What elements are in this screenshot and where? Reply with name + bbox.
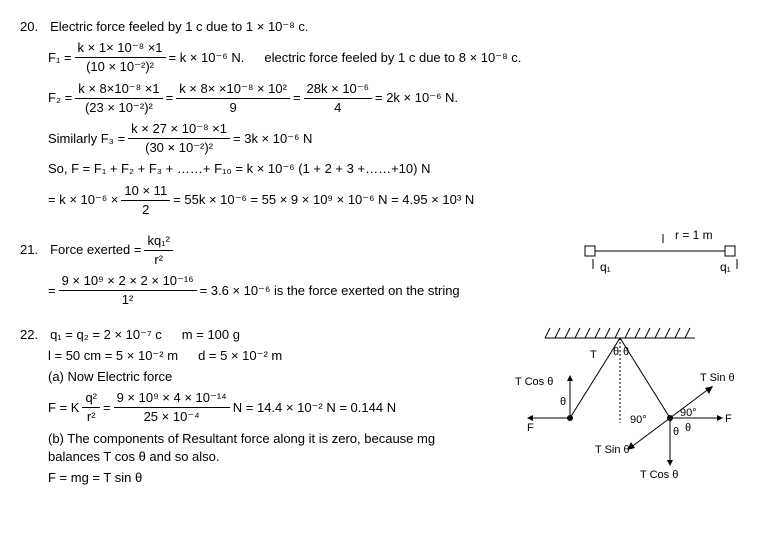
f1-fraction: k × 1× 10⁻⁸ ×1 (10 × 10⁻²)² bbox=[75, 39, 166, 76]
svg-text:T Cos θ: T Cos θ bbox=[640, 469, 678, 481]
part-b-eq: F = mg = T sin θ bbox=[48, 469, 142, 487]
f3-rhs: = 3k × 10⁻⁶ N bbox=[233, 130, 312, 148]
svg-text:T Sin θ: T Sin θ bbox=[595, 444, 630, 456]
f2-frac3: 28k × 10⁻⁶ 4 bbox=[304, 80, 372, 117]
problem-21: 21. Force exerted = kq₁² r² = 9 × 10⁹ × … bbox=[20, 229, 745, 313]
diagram-22: T θ θ T Cos θ F θ T Sin θ F T Sin θ T Co… bbox=[485, 323, 745, 488]
svg-text:T Sin θ: T Sin θ bbox=[700, 372, 735, 384]
q-values: q₁ = q₂ = 2 × 10⁻⁷ c bbox=[50, 326, 162, 344]
svg-text:T Cos θ: T Cos θ bbox=[515, 376, 553, 388]
problem-20: 20. Electric force feeled by 1 c due to … bbox=[20, 18, 745, 219]
force-frac1: kq₁² r² bbox=[144, 232, 172, 269]
problem-title: Electric force feeled by 1 c due to 1 × … bbox=[50, 18, 308, 36]
svg-text:θ: θ bbox=[623, 346, 629, 358]
problem-22: 22. q₁ = q₂ = 2 × 10⁻⁷ c m = 100 g l = 5… bbox=[20, 323, 745, 491]
f-frac1: q² r² bbox=[82, 389, 100, 426]
f1-lhs: F₁ = bbox=[48, 49, 72, 67]
force-lhs: Force exerted = bbox=[50, 241, 141, 259]
sum2-fraction: 10 × 11 2 bbox=[121, 182, 170, 219]
sum-line1: So, F = F₁ + F₂ + F₃ + ……+ F₁₀ = k × 10⁻… bbox=[48, 160, 430, 178]
q1b-label: q₁ bbox=[720, 260, 731, 274]
f-frac2: 9 × 10⁹ × 4 × 10⁻¹⁴ 25 × 10⁻⁴ bbox=[114, 389, 230, 426]
f1-note: electric force feeled by 1 c due to 8 × … bbox=[264, 49, 521, 67]
f-rhs: N = 14.4 × 10⁻² N = 0.144 N bbox=[233, 399, 396, 417]
f2-frac1: k × 8×10⁻⁸ ×1 (23 × 10⁻²)² bbox=[75, 80, 162, 117]
svg-text:F: F bbox=[725, 413, 732, 425]
problem-number: 20. bbox=[20, 18, 38, 36]
svg-text:θ: θ bbox=[673, 426, 679, 438]
f3-fraction: k × 27 × 10⁻⁸ ×1 (30 × 10⁻²)² bbox=[128, 120, 230, 157]
f2-frac2: k × 8× ×10⁻⁸ × 10² 9 bbox=[176, 80, 290, 117]
svg-text:F: F bbox=[527, 422, 534, 434]
svg-text:θ: θ bbox=[560, 396, 566, 408]
force-rhs: = 3.6 × 10⁻⁶ is the force exerted on the… bbox=[200, 282, 460, 300]
f-lhs: F = K bbox=[48, 399, 79, 417]
svg-text:90°: 90° bbox=[630, 414, 647, 426]
diagram-21: r = 1 m q₁ q₁ bbox=[575, 229, 745, 289]
part-a-title: (a) Now Electric force bbox=[48, 368, 172, 386]
f2-rhs: = 2k × 10⁻⁶ N. bbox=[375, 89, 458, 107]
part-b-text: (b) The components of Resultant force al… bbox=[48, 430, 448, 466]
svg-text:90°: 90° bbox=[680, 407, 697, 419]
r-label: r = 1 m bbox=[675, 228, 713, 242]
sum2-rhs: = 55k × 10⁻⁶ = 55 × 9 × 10⁹ × 10⁻⁶ N = 4… bbox=[173, 191, 474, 209]
d-value: d = 5 × 10⁻² m bbox=[198, 347, 282, 365]
sum2-lhs: = k × 10⁻⁶ × bbox=[48, 191, 118, 209]
svg-text:θ: θ bbox=[685, 422, 691, 434]
q1-label: q₁ bbox=[600, 260, 611, 274]
problem-number: 22. bbox=[20, 326, 38, 344]
m-value: m = 100 g bbox=[182, 326, 240, 344]
svg-text:T: T bbox=[590, 349, 597, 361]
f3-lhs: Similarly F₃ = bbox=[48, 130, 125, 148]
svg-text:θ: θ bbox=[613, 346, 619, 358]
l-value: l = 50 cm = 5 × 10⁻² m bbox=[48, 347, 178, 365]
force-frac2: 9 × 10⁹ × 2 × 2 × 10⁻¹⁶ 1² bbox=[59, 272, 197, 309]
f1-rhs: = k × 10⁻⁶ N. bbox=[169, 49, 245, 67]
f2-lhs: F₂ = bbox=[48, 89, 72, 107]
problem-number: 21. bbox=[20, 241, 38, 259]
